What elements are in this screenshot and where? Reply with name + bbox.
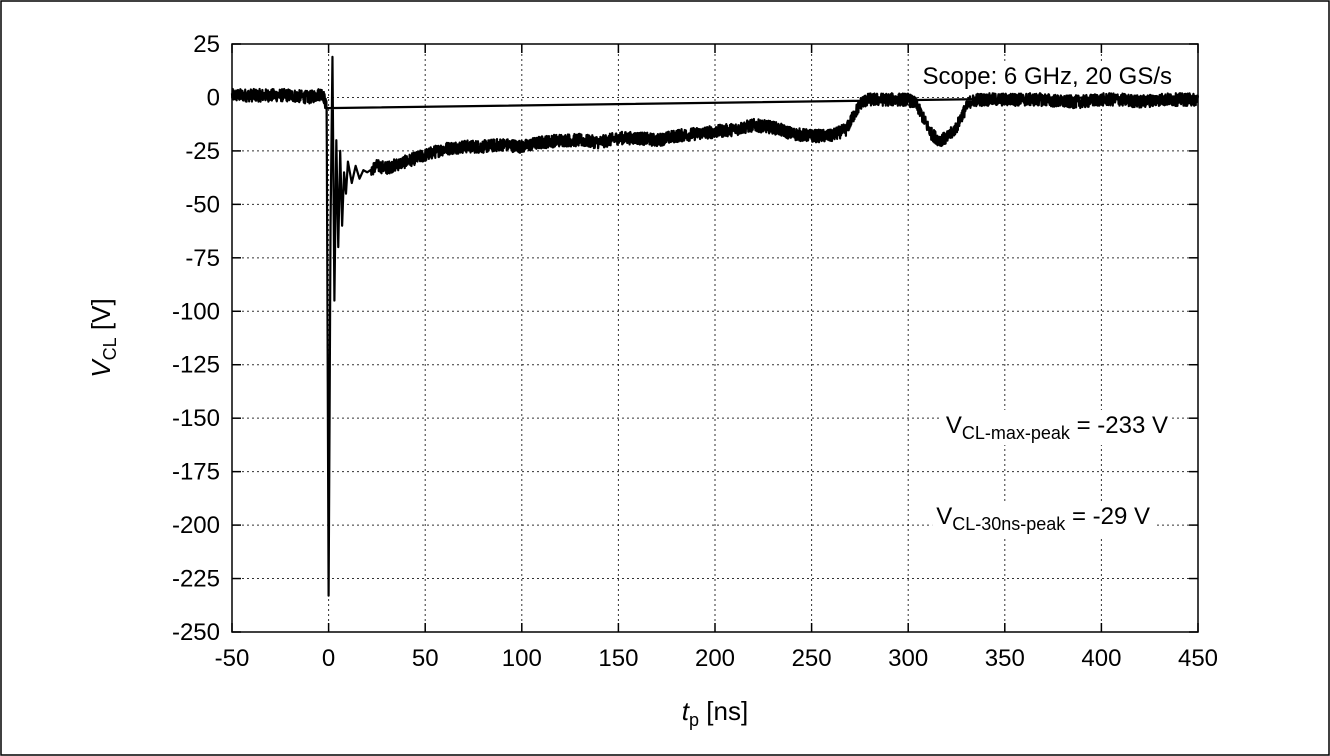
- ns30-peak-annotation: VCL-30ns-peak = -29 V: [936, 503, 1150, 534]
- x-tick-label: 450: [1178, 645, 1218, 672]
- x-axis-label: tp [ns]: [682, 696, 748, 730]
- y-tick-label: -225: [172, 566, 220, 593]
- ticks-layer: [231, 43, 1199, 633]
- y-tick-label: -250: [172, 619, 220, 646]
- y-tick-label: 0: [207, 84, 220, 111]
- y-axis-label-subscript: CL: [100, 337, 120, 360]
- tick-labels: -50 0 50 100 150 200 250 300 350 400 450250-25-50-…: [172, 31, 1218, 672]
- max-peak-subscript: CL-max-peak: [962, 423, 1071, 443]
- ns30-peak-subscript: CL-30ns-peak: [952, 514, 1066, 534]
- x-tick-label: 100: [502, 645, 542, 672]
- x-tick-label: 400: [1081, 645, 1121, 672]
- x-axis-label-unit: [ns]: [699, 696, 748, 726]
- scope-annotation: Scope: 6 GHz, 20 GS/s: [923, 63, 1172, 90]
- max-peak-main: V: [946, 412, 962, 439]
- y-tick-label: -25: [185, 138, 220, 165]
- x-tick-label: 50: [412, 645, 439, 672]
- x-tick-label: -50: [215, 645, 250, 672]
- scope-annotation-background: [918, 61, 1176, 92]
- ns30-peak-main: V: [936, 503, 952, 530]
- x-axis-label-main: t: [682, 696, 691, 726]
- y-tick-label: -125: [172, 352, 220, 379]
- ns30-peak-annotation-background: [932, 501, 1154, 536]
- y-tick-label: -150: [172, 405, 220, 432]
- x-tick-label: 200: [695, 645, 735, 672]
- x-axis-label-subscript: p: [689, 710, 699, 730]
- y-tick-label: -100: [172, 298, 220, 325]
- x-tick-label: 350: [985, 645, 1025, 672]
- y-tick-label: -50: [185, 191, 220, 218]
- x-tick-label: 250: [792, 645, 832, 672]
- series-layer: [230, 55, 1199, 597]
- max-peak-value: = -233 V: [1070, 412, 1168, 439]
- y-tick-label: 25: [193, 31, 220, 58]
- ns30-peak-value: = -29 V: [1065, 503, 1150, 530]
- x-tick-label: 300: [888, 645, 928, 672]
- y-tick-label: -75: [185, 245, 220, 272]
- x-tick-label: 150: [598, 645, 638, 672]
- y-tick-label: -200: [172, 512, 220, 539]
- y-tick-label: -175: [172, 459, 220, 486]
- x-tick-label: 0: [322, 645, 335, 672]
- max-peak-annotation-background: [941, 410, 1172, 445]
- series-line: [230, 55, 1199, 597]
- y-axis-label-unit: [V]: [86, 298, 116, 337]
- max-peak-annotation: VCL-max-peak = -233 V: [946, 412, 1168, 443]
- y-axis-label-main: V: [86, 358, 116, 378]
- y-axis-label: VCL [V]: [86, 298, 120, 377]
